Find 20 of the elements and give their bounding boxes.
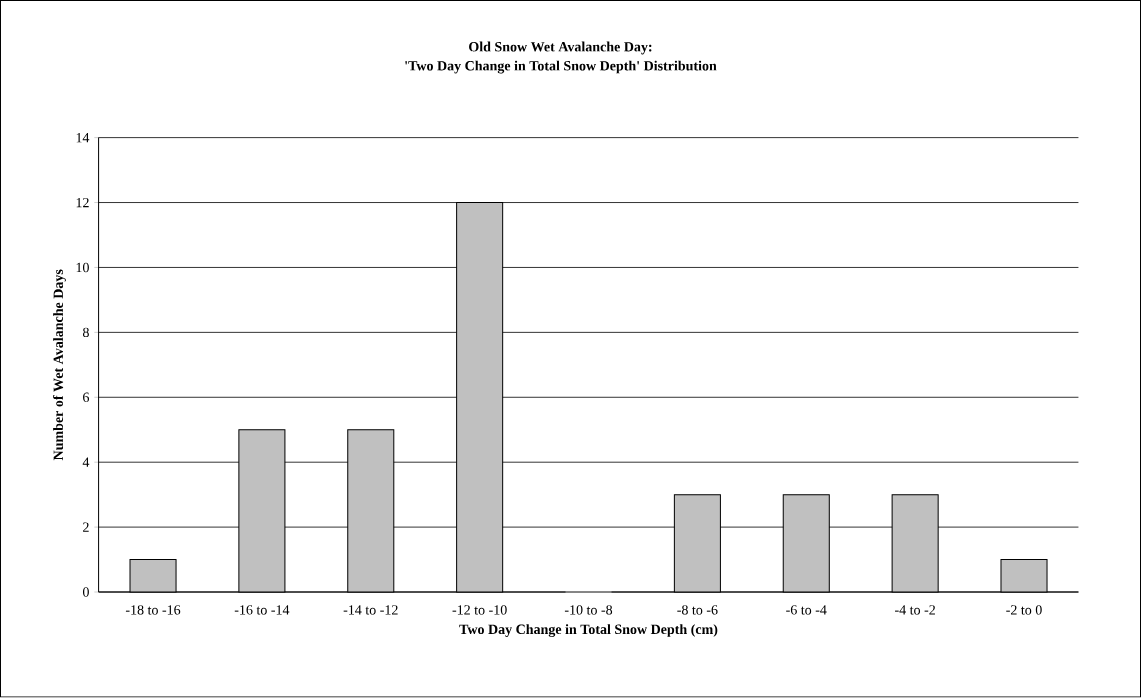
- chart-title: Old Snow Wet Avalanche Day: 'Two Day Change in Total Snow Depth' Distribution: [405, 41, 717, 74]
- x-tick-label: -16 to -14: [234, 605, 290, 615]
- y-tick-label: 14: [76, 133, 90, 143]
- x-tick-label: -14 to -12: [343, 605, 398, 615]
- x-tick-label: -10 to -8: [564, 605, 613, 615]
- x-tick-label: -4 to -2: [895, 605, 935, 615]
- y-tick-label: 12: [76, 198, 89, 208]
- y-tick-label: 10: [76, 262, 89, 273]
- y-axis-title: Number of Wet Avalanche Days: [53, 269, 66, 461]
- x-tick-label: -8 to -6: [677, 605, 718, 615]
- y-tick-label: 6: [83, 392, 90, 403]
- x-tick-label: -2 to 0: [1006, 605, 1042, 615]
- y-tick-label: 0: [82, 587, 89, 597]
- y-tick-label: 8: [82, 327, 89, 338]
- y-tick-label: 2: [83, 522, 89, 532]
- x-axis-title: Two Day Change in Total Snow Depth (cm): [459, 624, 718, 638]
- x-tick-label: -18 to -16: [125, 605, 181, 615]
- x-tick-label: -6 to -4: [786, 605, 827, 615]
- y-tick-label: 4: [82, 457, 90, 467]
- x-tick-label: -12 to -10: [452, 605, 507, 615]
